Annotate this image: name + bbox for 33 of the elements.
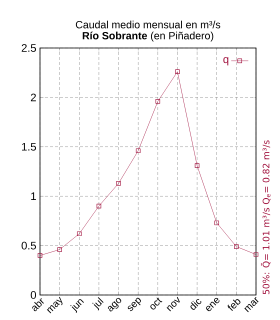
y-tick-label: 0.5 [22,242,36,250]
point [76,231,82,236]
x-tick-label: jul [92,297,104,311]
y-tick-label: 0 [30,291,36,299]
y-tick-label: 1 [31,192,36,200]
x-tick-label: ene [206,298,220,312]
chart-subtitle: Río Sobrante (en Piñadero) [82,32,214,42]
y-tick-label: 1.5 [22,142,36,151]
point [175,69,180,74]
x-tick-label: jun [70,299,84,313]
point [254,252,258,257]
y-tick-label: 2 [30,94,36,102]
x-tick-label: abr [32,298,44,312]
point [194,163,200,168]
x-tick-label: nov [166,296,180,312]
point [57,247,62,252]
point [156,99,160,104]
x-tick-label: ago [108,298,122,312]
point [234,244,239,249]
x-tick-label: sep [128,298,141,312]
chart-title: Caudal medio mensual en m³/s [76,20,220,28]
x-tick-label: mar [244,296,259,312]
point [214,220,220,226]
x-tick-label: dic [190,298,202,310]
x-tick-label: oct [150,298,162,310]
point [38,253,42,258]
point [116,181,121,186]
text: 50%: Q̄= 1.01 m³/s Q$_{e}$= 0.82 m³/s [260,140,270,294]
legend-label: q [223,57,228,66]
point [136,148,140,154]
y-tick-label: 2.5 [22,44,36,52]
x-tick-label: feb [228,299,240,312]
point [96,204,102,208]
